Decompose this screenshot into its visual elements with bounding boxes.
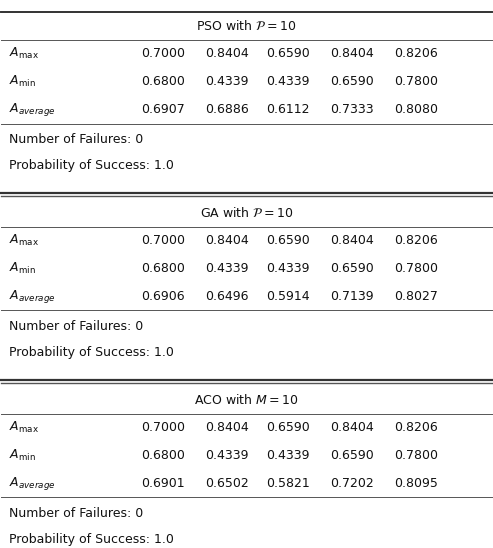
- Text: 0.4339: 0.4339: [266, 449, 310, 462]
- Text: 0.7000: 0.7000: [141, 47, 185, 60]
- Text: 0.8404: 0.8404: [205, 421, 249, 434]
- Text: 0.8080: 0.8080: [393, 103, 438, 116]
- Text: 0.8404: 0.8404: [205, 235, 249, 247]
- Text: 0.7800: 0.7800: [393, 262, 438, 275]
- Text: 0.6496: 0.6496: [205, 290, 248, 303]
- Text: 0.4339: 0.4339: [266, 75, 310, 88]
- Text: $A_{\mathrm{max}}$: $A_{\mathrm{max}}$: [9, 420, 39, 435]
- Text: $A_{average}$: $A_{average}$: [9, 101, 55, 118]
- Text: 0.6800: 0.6800: [141, 262, 185, 275]
- Text: 0.6590: 0.6590: [330, 449, 374, 462]
- Text: 0.7800: 0.7800: [393, 449, 438, 462]
- Text: $A_{\mathrm{min}}$: $A_{\mathrm{min}}$: [9, 261, 35, 276]
- Text: $A_{average}$: $A_{average}$: [9, 475, 55, 492]
- Text: 0.5914: 0.5914: [266, 290, 310, 303]
- Text: PSO with $\mathcal{P} = 10$: PSO with $\mathcal{P} = 10$: [196, 19, 297, 33]
- Text: 0.6590: 0.6590: [266, 47, 310, 60]
- Text: 0.8404: 0.8404: [205, 47, 249, 60]
- Text: 0.8095: 0.8095: [394, 477, 438, 490]
- Text: Probability of Success: 1.0: Probability of Success: 1.0: [9, 159, 174, 172]
- Text: 0.6590: 0.6590: [330, 75, 374, 88]
- Text: 0.6906: 0.6906: [141, 290, 185, 303]
- Text: 0.7000: 0.7000: [141, 421, 185, 434]
- Text: 0.4339: 0.4339: [266, 262, 310, 275]
- Text: Probability of Success: 1.0: Probability of Success: 1.0: [9, 533, 174, 546]
- Text: Number of Failures: 0: Number of Failures: 0: [9, 133, 143, 146]
- Text: 0.6800: 0.6800: [141, 75, 185, 88]
- Text: 0.8404: 0.8404: [330, 47, 374, 60]
- Text: 0.8206: 0.8206: [394, 47, 437, 60]
- Text: 0.7139: 0.7139: [330, 290, 374, 303]
- Text: $A_{\mathrm{max}}$: $A_{\mathrm{max}}$: [9, 233, 39, 248]
- Text: ACO with $M = 10$: ACO with $M = 10$: [194, 393, 299, 407]
- Text: 0.7202: 0.7202: [330, 477, 374, 490]
- Text: 0.4339: 0.4339: [205, 262, 248, 275]
- Text: 0.6590: 0.6590: [266, 421, 310, 434]
- Text: 0.8404: 0.8404: [330, 235, 374, 247]
- Text: 0.6907: 0.6907: [141, 103, 185, 116]
- Text: 0.4339: 0.4339: [205, 449, 248, 462]
- Text: 0.5821: 0.5821: [266, 477, 310, 490]
- Text: 0.8206: 0.8206: [394, 421, 437, 434]
- Text: 0.6502: 0.6502: [205, 477, 249, 490]
- Text: Number of Failures: 0: Number of Failures: 0: [9, 320, 143, 333]
- Text: 0.6800: 0.6800: [141, 449, 185, 462]
- Text: 0.6886: 0.6886: [205, 103, 249, 116]
- Text: $A_{\mathrm{min}}$: $A_{\mathrm{min}}$: [9, 448, 35, 463]
- Text: 0.6112: 0.6112: [266, 103, 310, 116]
- Text: 0.6590: 0.6590: [266, 235, 310, 247]
- Text: 0.7333: 0.7333: [330, 103, 374, 116]
- Text: 0.8027: 0.8027: [394, 290, 438, 303]
- Text: 0.6901: 0.6901: [141, 477, 185, 490]
- Text: 0.8206: 0.8206: [394, 235, 437, 247]
- Text: 0.4339: 0.4339: [205, 75, 248, 88]
- Text: 0.6590: 0.6590: [330, 262, 374, 275]
- Text: 0.7000: 0.7000: [141, 235, 185, 247]
- Text: GA with $\mathcal{P} = 10$: GA with $\mathcal{P} = 10$: [200, 206, 293, 220]
- Text: 0.8404: 0.8404: [330, 421, 374, 434]
- Text: Probability of Success: 1.0: Probability of Success: 1.0: [9, 346, 174, 359]
- Text: Number of Failures: 0: Number of Failures: 0: [9, 507, 143, 520]
- Text: $A_{\mathrm{min}}$: $A_{\mathrm{min}}$: [9, 74, 35, 89]
- Text: 0.7800: 0.7800: [393, 75, 438, 88]
- Text: $A_{\mathrm{max}}$: $A_{\mathrm{max}}$: [9, 47, 39, 61]
- Text: $A_{average}$: $A_{average}$: [9, 288, 55, 305]
